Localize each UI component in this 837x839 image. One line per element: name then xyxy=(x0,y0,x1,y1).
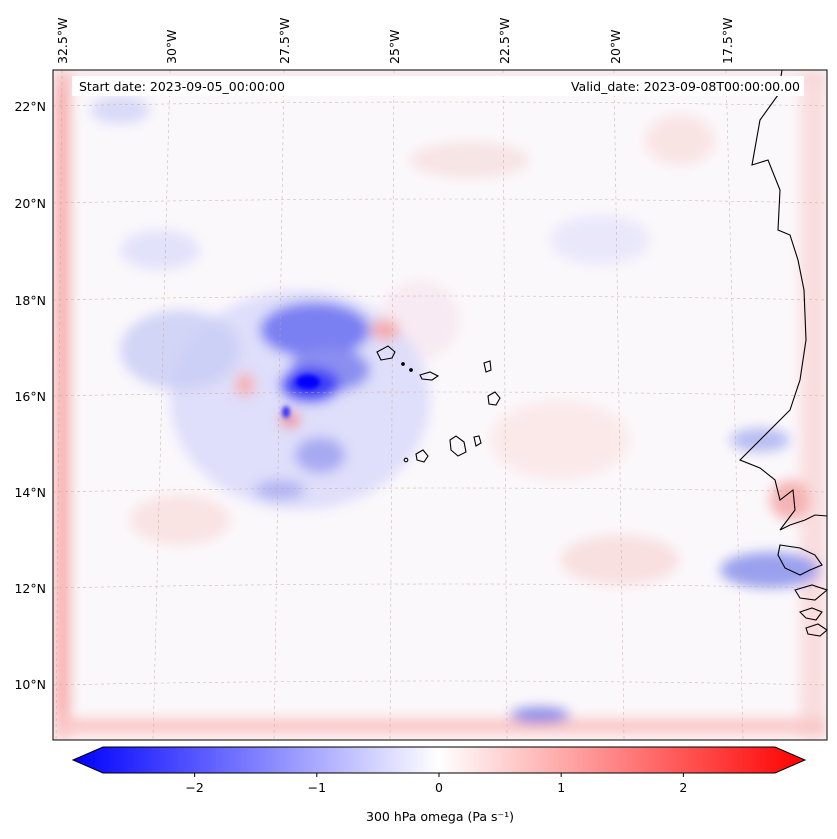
lon-label: 27.5°W xyxy=(277,18,292,64)
colorbar-tick-label: 0 xyxy=(435,780,443,795)
lat-label: 22°N xyxy=(14,99,46,114)
lat-label: 20°N xyxy=(14,196,46,211)
valid-date-label: Valid_date: 2023-09-08T00:00:00.00 xyxy=(571,79,800,94)
coastlines xyxy=(376,69,829,637)
lon-label: 32.5°W xyxy=(55,18,70,64)
colorbar-label: 300 hPa omega (Pa s⁻¹) xyxy=(366,809,514,824)
map-frame xyxy=(52,69,828,741)
annotation-band xyxy=(72,76,804,96)
colorbar: −2 −1 0 1 2 300 hPa omega (Pa s⁻¹) xyxy=(71,746,807,824)
colorbar-tick-label: −2 xyxy=(185,780,203,795)
lat-label: 14°N xyxy=(14,485,46,500)
colorbar-tick-label: 2 xyxy=(679,780,687,795)
lat-label: 16°N xyxy=(14,389,46,404)
lon-label: 25°W xyxy=(387,29,402,64)
graticule xyxy=(52,69,828,741)
colorbar-tick-label: −1 xyxy=(308,780,326,795)
cabo-verde-island xyxy=(376,345,396,361)
lon-label: 20°W xyxy=(608,29,623,64)
lon-label: 30°W xyxy=(164,29,179,64)
lon-label: 22.5°W xyxy=(497,18,512,64)
omega-field xyxy=(53,70,827,740)
colorbar-ticks: −2 −1 0 1 2 xyxy=(185,773,687,795)
colorbar-body xyxy=(71,746,807,774)
lat-label: 10°N xyxy=(14,677,46,692)
lon-label: 17.5°W xyxy=(720,18,735,64)
west-africa-coastline xyxy=(739,69,828,531)
colorbar-tick-label: 1 xyxy=(557,780,565,795)
lat-label: 18°N xyxy=(14,293,46,308)
latitude-labels: 22°N 20°N 18°N 16°N 14°N 12°N 10°N xyxy=(14,99,46,692)
lat-label: 12°N xyxy=(14,581,46,596)
longitude-labels: 32.5°W 30°W 27.5°W 25°W 22.5°W 20°W 17.5… xyxy=(55,18,735,64)
start-date-label: Start date: 2023-09-05_00:00:00 xyxy=(79,79,285,94)
